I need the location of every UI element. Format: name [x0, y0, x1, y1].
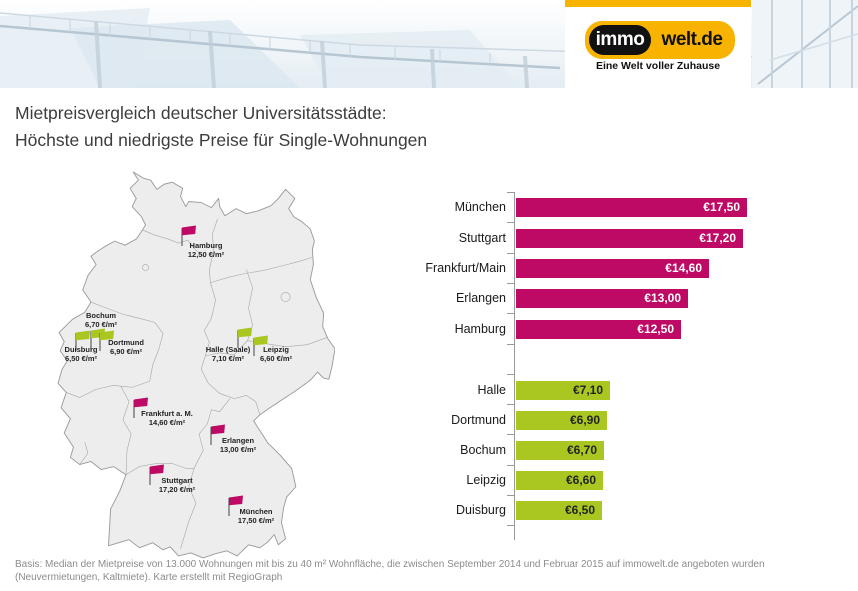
hamburg-flag-icon [181, 225, 196, 246]
logo-panel: immo welt.de Eine Welt voller Zuhause [565, 0, 751, 88]
germany-outline [57, 171, 335, 559]
map-label-dortmund: Dortmund 6,90 €/m² [108, 338, 144, 356]
source-note-line1: Basis: Median der Mietpreise von 13.000 … [15, 559, 765, 570]
map-label-muenchen: München 17,50 €/m² [237, 507, 275, 525]
logo-tagline: Eine Welt voller Zuhause [595, 60, 721, 72]
chart-value-label: €17,50 [703, 200, 740, 214]
chart-value-label: €6,70 [566, 443, 597, 457]
halle-flag-icon [237, 327, 252, 348]
chart-bar: €12,50 [516, 320, 681, 339]
stuttgart-flag-icon [149, 464, 164, 485]
chart-value-label: €14,60 [665, 261, 702, 275]
page-title-line1: Mietpreisvergleich deutscher Universität… [15, 103, 387, 123]
map-label-erlangen: Erlangen 13,00 €/m² [219, 436, 257, 454]
page-title-line2: Höchste und niedrigste Preise für Single… [15, 130, 428, 150]
axis-tick [507, 192, 514, 193]
chart-value-label: €7,10 [572, 383, 603, 397]
frankfurt-flag-icon [133, 397, 148, 418]
chart-value-label: €6,90 [569, 413, 600, 427]
chart-bar: €6,90 [516, 411, 607, 430]
chart-value-label: €17,20 [699, 231, 736, 245]
chart-bar: €6,50 [516, 501, 602, 520]
chart-value-label: €6,50 [564, 503, 595, 517]
axis-tick [507, 465, 514, 466]
chart-bar: €14,60 [516, 259, 709, 278]
chart-value-label: €6,60 [565, 473, 596, 487]
logo-welt-segment: welt.de [661, 29, 723, 50]
axis-tick [507, 222, 514, 223]
leipzig-flag-icon [253, 335, 268, 356]
chart-bar: €13,00 [516, 289, 688, 308]
chart-value-label: €13,00 [644, 291, 681, 305]
germany-map: Hamburg 12,50 €/m² Bochum 6,70 €/m² Duisbu… [0, 160, 420, 560]
map-label-duisburg: Duisburg 6,50 €/m² [64, 345, 98, 363]
map-label-bochum: Bochum 6,70 €/m² [84, 311, 118, 329]
axis-tick [507, 495, 514, 496]
header-photo: immo welt.de Eine Welt voller Zuhause [0, 0, 858, 89]
axis-tick [507, 404, 514, 405]
source-note: Basis: Median der Mietpreise von 13.000 … [15, 558, 845, 584]
map-label-hamburg: Hamburg 12,50 €/m² [187, 241, 225, 259]
chart-bar: €17,50 [516, 198, 747, 217]
muenchen-flag-icon [228, 495, 243, 516]
duisburg-flag-icon [75, 330, 90, 351]
axis-tick [507, 313, 514, 314]
source-note-line2: (Neuvermietungen, Kaltmiete). Karte erst… [15, 572, 283, 583]
dortmund-flag-icon [99, 330, 114, 351]
page-title: Mietpreisvergleich deutscher Universität… [15, 100, 427, 154]
logo-immo-segment: immo [589, 25, 651, 55]
brand-accent-bar [565, 0, 751, 7]
axis-tick [507, 283, 514, 284]
axis-tick [507, 525, 514, 526]
axis-tick [507, 344, 514, 345]
state-borders [66, 218, 327, 549]
map-label-leipzig: Leipzig 6,60 €/m² [259, 345, 293, 363]
chart-bar: €7,10 [516, 381, 610, 400]
immowelt-logo: immo welt.de [585, 21, 735, 59]
erlangen-flag-icon [210, 424, 225, 445]
axis-tick [507, 253, 514, 254]
chart-value-label: €12,50 [637, 322, 674, 336]
chart-bar: €6,60 [516, 471, 603, 490]
chart-bar: €6,70 [516, 441, 604, 460]
axis-tick [507, 434, 514, 435]
axis-tick [507, 374, 514, 375]
map-label-stuttgart: Stuttgart 17,20 €/m² [158, 476, 196, 494]
map-label-frankfurt: Frankfurt a. M. 14,60 €/m² [141, 409, 193, 427]
map-label-halle: Halle (Saale) 7,10 €/m² [205, 345, 251, 363]
chart-axis [514, 192, 515, 540]
chart-bar: €17,20 [516, 229, 743, 248]
